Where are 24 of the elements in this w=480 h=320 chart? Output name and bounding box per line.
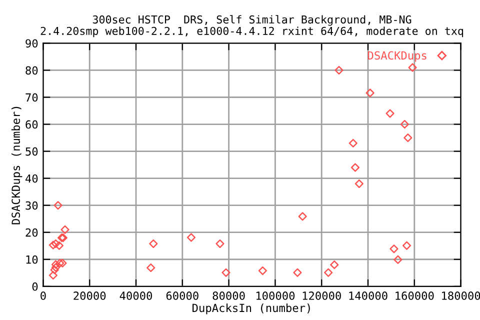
x-tick-label: 160000 xyxy=(396,292,434,300)
x-tick-label: 140000 xyxy=(349,292,388,300)
x-tick-label: 100000 xyxy=(256,292,295,300)
x-tick-label: 0 xyxy=(40,292,46,300)
y-tick-label: 20 xyxy=(26,228,38,237)
chart-title: 300sec HSTCP DRS, Self Similar Background, MB-NG 2.4.20smp web100-2.2.1, e1000-4.4.12 rxint 64/64, moderate on txq xyxy=(40,15,464,38)
y-tick-label: 10 xyxy=(26,255,38,264)
x-axis-title: DupAcksIn (number) xyxy=(192,304,310,314)
x-tick-label: 80000 xyxy=(212,292,245,300)
y-tick-label: 70 xyxy=(26,93,38,102)
y-tick-label: 50 xyxy=(26,147,38,156)
x-tick-label: 120000 xyxy=(302,292,341,300)
y-tick-label: 40 xyxy=(26,174,38,183)
x-tick-label: 180000 xyxy=(442,292,480,300)
x-tick-label: 20000 xyxy=(74,292,106,300)
y-axis-title: DSACKDups (number) xyxy=(11,106,22,224)
y-tick-label: 0 xyxy=(32,282,38,291)
y-tick-label: 30 xyxy=(26,201,38,210)
legend-label: DSACKDups xyxy=(368,51,426,62)
x-tick-label: 60000 xyxy=(166,292,198,300)
y-tick-label: 90 xyxy=(26,39,38,48)
x-tick-label: 40000 xyxy=(120,292,152,300)
y-tick-label: 80 xyxy=(26,66,38,75)
y-tick-label: 60 xyxy=(26,120,38,129)
